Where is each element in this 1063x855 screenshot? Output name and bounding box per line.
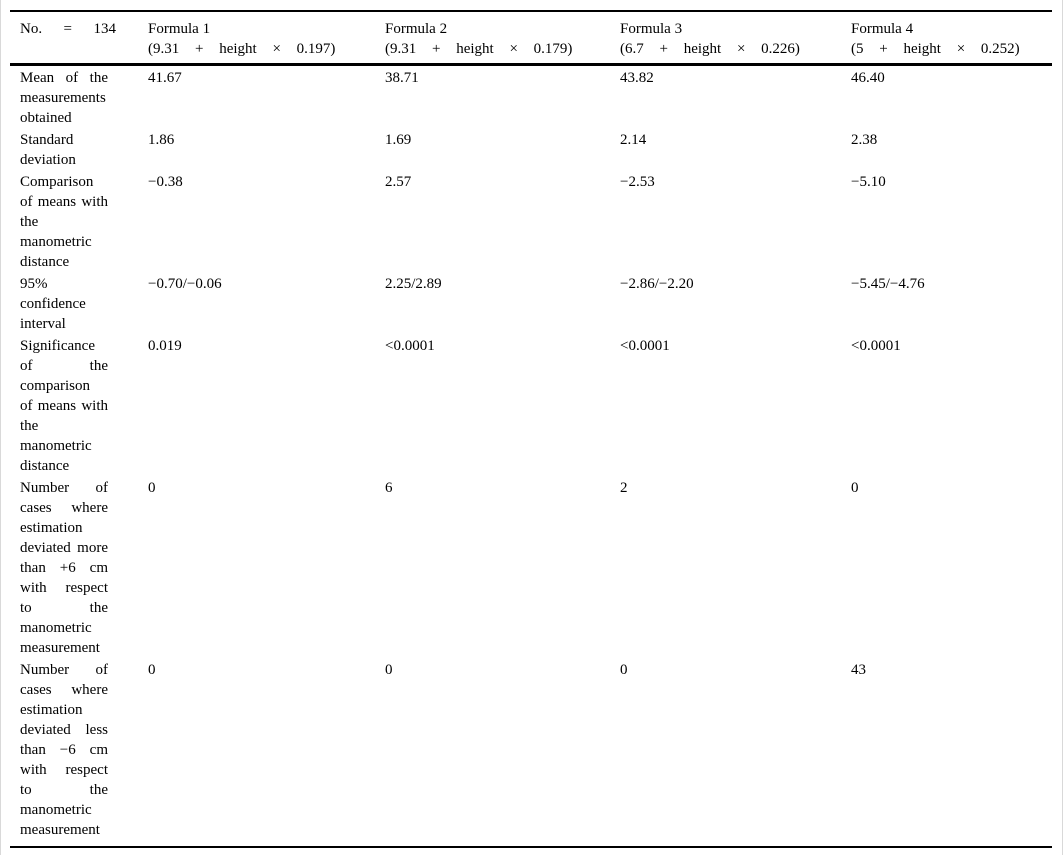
row-label-line: measurement [20,822,100,838]
row-label-line: manometric [20,438,92,454]
header-row: No. = 134 Formula 1 (9.31 + height × 0.1… [10,11,1052,65]
row-label-line: estimation [20,520,83,536]
table-row: Number of cases where estimation deviated m… [10,476,1052,658]
row-label-line: obtained [20,110,72,126]
results-table: No. = 134 Formula 1 (9.31 + height × 0.1… [10,10,1052,848]
row-label-cell: Number of cases where estimation deviated m… [10,476,148,658]
row-label-line: manometric [20,234,92,250]
value-cell: 0 [385,662,393,678]
value-cell: 38.71 [385,70,419,86]
row-label-line: distance [20,254,70,270]
header-cell-formula-3: Formula 3 (6.7 + height × 0.226) [620,11,851,65]
value-cell: −5.45/−4.76 [851,276,925,292]
header-cell-formula-4: Formula 4 (5 + height × 0.252) [851,11,1052,65]
row-label-cell: 95% confidence interval [10,272,148,334]
table-body: Mean of the measurements obtained 41.67 38.7… [10,65,1052,848]
row-label-line: measurement [20,640,100,656]
table-row: Standard deviation 1.86 1.69 2.14 2.38 [10,128,1052,170]
row-label-line: of means with [20,398,108,414]
column-formula: (5 + height × 0.252) [851,41,1020,57]
value-cell: 43.82 [620,70,654,86]
value-cell: 1.86 [148,132,175,148]
value-cell: 2.25/2.89 [385,276,442,292]
value-cell: 0 [148,480,156,496]
table-row: 95% confidence interval −0.70/−0.06 2.25/2.8… [10,272,1052,334]
row-label-line: interval [20,316,66,332]
row-label-line: cases where [20,682,108,698]
value-cell: −0.38 [148,174,183,190]
table-row: Mean of the measurements obtained 41.67 38.7… [10,65,1052,129]
row-label-line: distance [20,458,70,474]
value-cell: 0 [148,662,156,678]
column-title: Formula 4 [851,21,914,37]
value-cell: <0.0001 [620,338,670,354]
row-label-line: deviation [20,152,76,168]
header-cell-sample-size: No. = 134 [10,11,148,65]
row-label-line: than −6 cm [20,742,108,758]
row-label-line: the [20,418,39,434]
table-row: Comparison of means with the manometric dist… [10,170,1052,272]
value-cell: 2.14 [620,132,647,148]
value-cell: 2 [620,480,628,496]
row-label-line: 95% [20,276,48,292]
column-formula: (6.7 + height × 0.226) [620,41,800,57]
value-cell: 6 [385,480,393,496]
value-cell: 0 [851,480,859,496]
row-label-line: with respect [20,580,108,596]
row-label-line: of means with [20,194,108,210]
value-cell: 43 [851,662,866,678]
row-label-line: Number of [20,480,108,496]
row-label-line: than +6 cm [20,560,108,576]
row-label-line: measurements [20,90,106,106]
value-cell: <0.0001 [851,338,901,354]
header-cell-formula-1: Formula 1 (9.31 + height × 0.197) [148,11,385,65]
column-title: Formula 1 [148,21,211,37]
table-row: Number of cases where estimation deviated l… [10,658,1052,847]
value-cell: −0.70/−0.06 [148,276,222,292]
column-title: Formula 2 [385,21,448,37]
row-label-line: Comparison [20,174,94,190]
row-label-line: Mean of the [20,70,108,86]
row-label-line: cases where [20,500,108,516]
row-label-line: Number of [20,662,108,678]
value-cell: 41.67 [148,70,182,86]
value-cell: 2.57 [385,174,412,190]
value-cell: −2.86/−2.20 [620,276,694,292]
row-label-line: manometric [20,620,92,636]
column-formula: (9.31 + height × 0.179) [385,41,573,57]
column-formula: (9.31 + height × 0.197) [148,41,336,57]
value-cell: 2.38 [851,132,878,148]
value-cell: 0.019 [148,338,182,354]
header-cell-formula-2: Formula 2 (9.31 + height × 0.179) [385,11,620,65]
row-label-cell: Significance of the comparison of means wit… [10,334,148,476]
row-label-cell: Comparison of means with the manometric dist… [10,170,148,272]
row-label-line: of the [20,358,108,374]
row-label-line: comparison [20,378,90,394]
value-cell: <0.0001 [385,338,435,354]
row-label-line: manometric [20,802,92,818]
row-label-line: Standard [20,132,74,148]
row-label-cell: Number of cases where estimation deviated l… [10,658,148,847]
sample-size-label: No. = 134 [20,21,116,37]
column-title: Formula 3 [620,21,683,37]
value-cell: −5.10 [851,174,886,190]
row-label-line: deviated less [20,722,108,738]
value-cell: −2.53 [620,174,655,190]
row-label-cell: Standard deviation [10,128,148,170]
row-label-line: confidence [20,296,86,312]
row-label-line: with respect [20,762,108,778]
table-header: No. = 134 Formula 1 (9.31 + height × 0.1… [10,11,1052,65]
row-label-line: estimation [20,702,83,718]
row-label-line: to the [20,782,108,798]
value-cell: 46.40 [851,70,885,86]
value-cell: 1.69 [385,132,412,148]
row-label-line: deviated more [20,540,108,556]
row-label-line: to the [20,600,108,616]
row-label-cell: Mean of the measurements obtained [10,65,148,129]
row-label-line: the [20,214,39,230]
row-label-line: Significance [20,338,95,354]
value-cell: 0 [620,662,628,678]
table-row: Significance of the comparison of means wit… [10,334,1052,476]
